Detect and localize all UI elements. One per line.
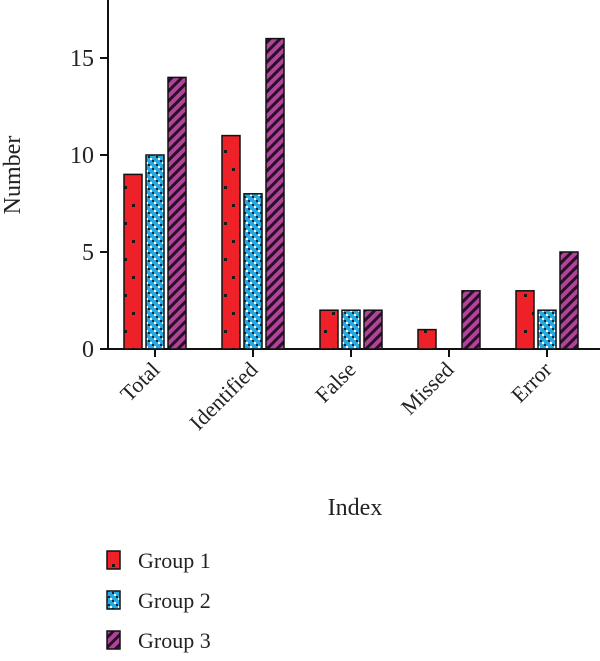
bar-group-1-missed <box>417 328 437 350</box>
legend-swatch-1 <box>106 550 121 570</box>
x-axis-label: Index <box>328 495 383 521</box>
y-tick-label: 15 <box>70 46 94 72</box>
x-tick-label: Total <box>115 357 164 406</box>
x-axis-ticks: Total Identified False Missed Error <box>115 349 557 435</box>
bar-group-3-false <box>363 309 383 350</box>
bar-group-3-missed <box>461 290 481 350</box>
bar-group-3-total <box>167 76 187 350</box>
y-axis-ticks: 0 5 10 15 <box>70 46 108 363</box>
legend-label-2: Group 2 <box>138 588 211 613</box>
y-tick-label: 5 <box>82 240 94 266</box>
bar-group-3-identified <box>265 37 285 350</box>
bar-group-2-total <box>145 154 165 350</box>
legend-swatch-3 <box>106 630 121 650</box>
bar-group-2-error <box>537 309 557 350</box>
bar-group-1-identified <box>221 134 241 350</box>
x-tick-label: Error <box>506 356 557 407</box>
bar-group-1-error <box>515 290 535 350</box>
x-tick-label: Missed <box>396 357 459 420</box>
bar-group-3-error <box>559 251 579 350</box>
legend: Group 1 Group 2 Group 3 <box>106 548 211 653</box>
bar-group-2-false <box>341 309 361 350</box>
x-tick-label: False <box>310 357 361 408</box>
y-tick-label: 0 <box>82 337 94 363</box>
legend-label-1: Group 1 <box>138 548 211 573</box>
x-tick-label: Identified <box>184 357 262 435</box>
bars-group <box>123 37 579 350</box>
y-axis-label: Number <box>0 136 26 215</box>
legend-swatch-2 <box>106 590 121 610</box>
legend-label-3: Group 3 <box>138 628 211 653</box>
bar-group-2-identified <box>243 193 263 350</box>
y-tick-label: 10 <box>70 143 94 169</box>
bar-group-1-false <box>319 309 339 350</box>
bar-group-1-total <box>123 173 143 350</box>
